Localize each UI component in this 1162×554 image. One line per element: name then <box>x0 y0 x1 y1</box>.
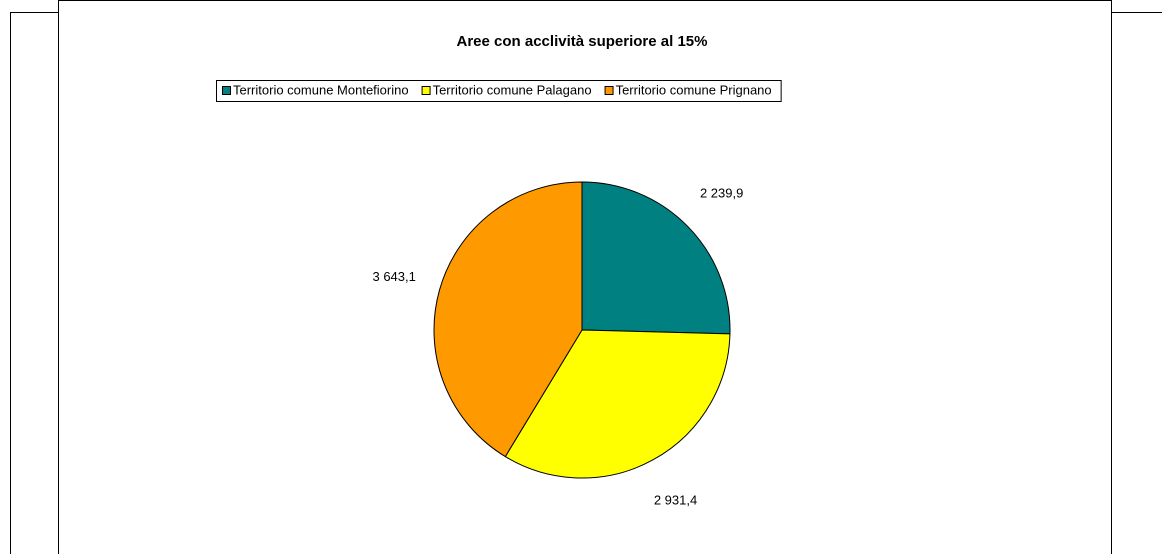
data-label: 2 931,4 <box>654 493 697 508</box>
legend-swatch <box>222 86 231 95</box>
legend-label: Territorio comune Montefiorino <box>233 82 409 97</box>
legend-label: Territorio comune Palagano <box>433 82 592 97</box>
data-label: 2 239,9 <box>700 185 743 200</box>
pie-slice <box>433 181 583 458</box>
legend <box>216 80 782 102</box>
legend-label: Territorio comune Prignano <box>616 82 772 97</box>
chart-title: Aree con acclività superiore al 15% <box>457 33 708 50</box>
pie-slice <box>504 329 731 479</box>
legend-swatch <box>604 86 614 95</box>
pie-slice <box>581 181 731 335</box>
legend-swatch <box>421 86 431 95</box>
data-label: 3 643,1 <box>372 269 415 284</box>
